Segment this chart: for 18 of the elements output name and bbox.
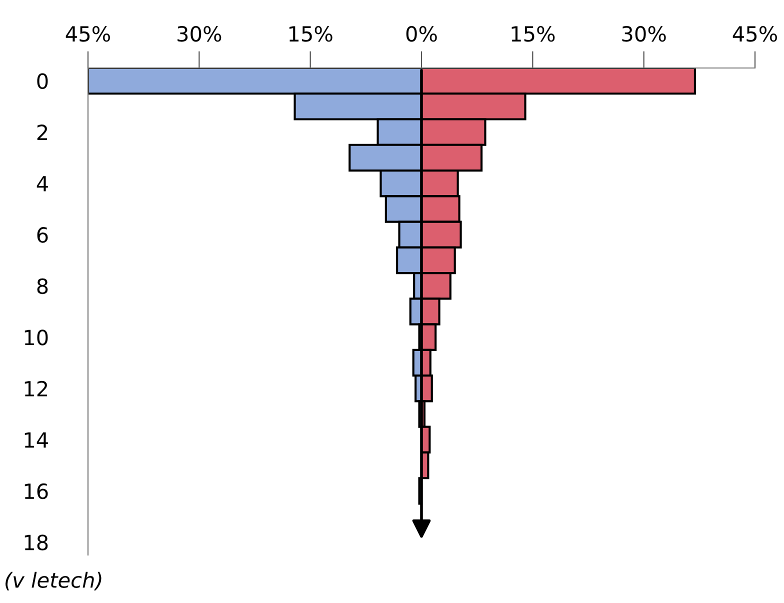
y-tick-label: 16 — [24, 483, 48, 500]
y-tick-label: 0 — [37, 73, 48, 90]
y-tick-label: 2 — [37, 124, 48, 140]
x-tick-label: 30% — [622, 26, 666, 42]
y-tick-label: 8 — [37, 278, 48, 294]
text: (v letech) — [6, 572, 102, 590]
x-tick-label: 15% — [289, 26, 332, 42]
x-tick-label: 0% — [406, 26, 437, 42]
y-tick-label: 12 — [24, 380, 48, 396]
y-tick-label: 6 — [37, 227, 48, 243]
x-tick-label: 15% — [512, 26, 555, 42]
x-tick-label: 30% — [178, 26, 222, 42]
y-tick-label: 14 — [24, 432, 48, 448]
x-tick-label: 45% — [66, 26, 110, 42]
y-tick-label: 18 — [24, 534, 48, 550]
y-tick-label: 10 — [24, 330, 48, 346]
y-tick-label: 4 — [36, 176, 48, 192]
x-tick-label: 45% — [732, 26, 778, 42]
